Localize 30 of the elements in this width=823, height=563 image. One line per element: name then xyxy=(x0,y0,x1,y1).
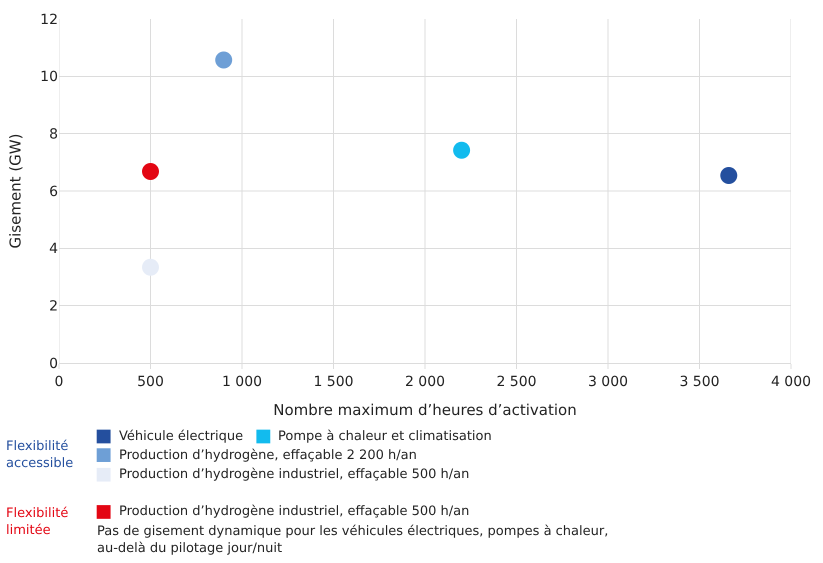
x-tick-label: 2 000 xyxy=(404,374,446,390)
legend-label: Véhicule électrique xyxy=(119,429,244,444)
y-tick-label: 8 xyxy=(49,126,58,143)
x-tick-label: 500 xyxy=(137,374,164,390)
point xyxy=(453,142,470,159)
x-tick-label: 1 500 xyxy=(313,374,354,390)
point xyxy=(142,258,159,276)
x-tick-label: 1 000 xyxy=(222,374,262,390)
text: Flexibilité limitée xyxy=(6,506,68,538)
x-tick-label: 4 000 xyxy=(770,374,812,390)
x-tick-label: 2 500 xyxy=(496,374,537,390)
y-tick-label: 10 xyxy=(40,69,58,86)
text: Pas de gisement dynamique pour les véhicules électriques, pompes à chaleur, au-delà du pilotage jour/nuit xyxy=(97,524,608,556)
point xyxy=(142,163,159,180)
point xyxy=(215,51,232,68)
x-axis-title: Nombre maximum d’heures d’activation xyxy=(273,400,577,419)
y-tick-label: 0 xyxy=(49,356,58,372)
x-tick-label: 3 000 xyxy=(588,374,628,390)
y-tick-label: 4 xyxy=(49,241,58,258)
legend-label: Pompe à chaleur et climatisation xyxy=(278,429,492,444)
legend-label: Production d’hydrogène industriel, effaçable 500 h/an xyxy=(119,504,470,519)
y-tick-label: 2 xyxy=(49,298,58,315)
point xyxy=(720,167,738,184)
legend-label: Production d’hydrogène, effaçable 2 200 h/an xyxy=(119,448,417,463)
y-tick-label: 12 xyxy=(40,12,58,28)
y-tick-label: 6 xyxy=(49,184,58,200)
legend-label: Production d’hydrogène industriel, effaçable 500 h/an xyxy=(119,467,470,482)
y-axis-title: Gisement (GW) xyxy=(6,134,24,248)
text: Flexibilité accessible xyxy=(6,439,74,471)
x-tick-label: 3 500 xyxy=(679,374,720,390)
